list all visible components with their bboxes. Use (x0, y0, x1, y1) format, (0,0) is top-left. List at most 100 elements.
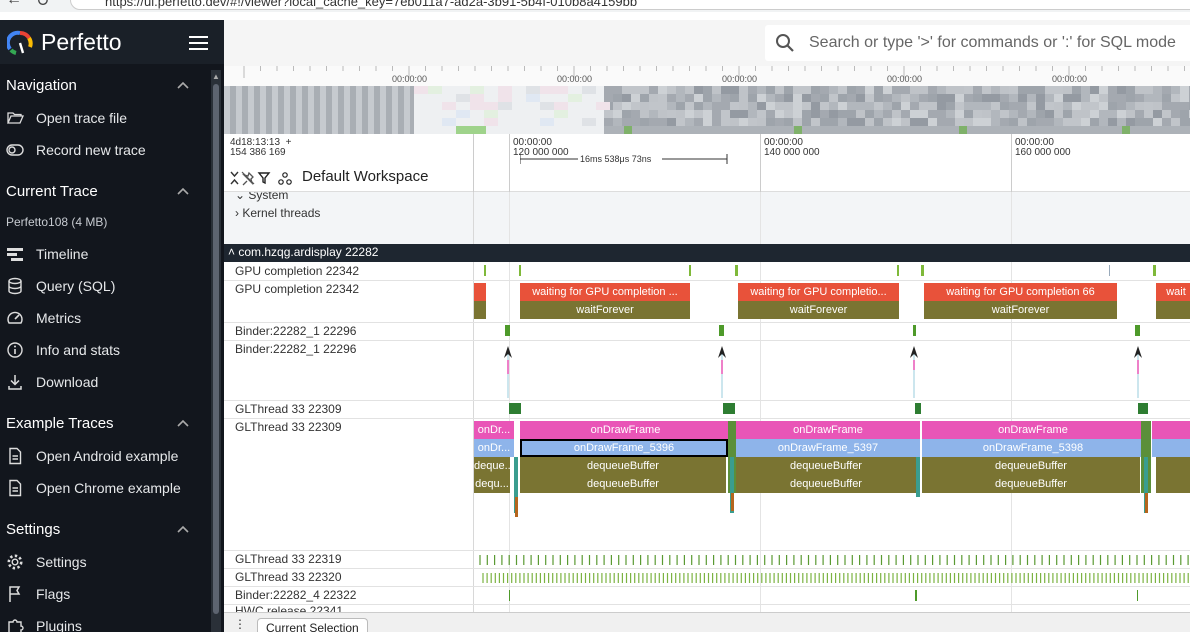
sidebar-scrollbar[interactable]: ▲ (211, 70, 221, 632)
thread-state-slice[interactable] (1153, 265, 1156, 276)
workspace-selector[interactable]: Default Workspace (302, 168, 429, 185)
track-label[interactable]: Binder:22282_1 22296 (235, 342, 357, 356)
process-group-header[interactable]: ˄ com.hzqg.ardisplay 22282 (224, 244, 1190, 262)
sidebar-item-open-android-example[interactable]: Open Android example (6, 446, 206, 466)
slice[interactable] (1152, 421, 1190, 439)
back-arrow-icon[interactable]: ← (6, 0, 22, 9)
slice-frame-selected[interactable]: onDrawFrame_5396 (520, 439, 728, 457)
slice-dequeue-buffer[interactable]: dequeueBuffer (922, 457, 1140, 475)
slice[interactable] (1156, 301, 1190, 319)
thread-state-slice[interactable] (1137, 590, 1138, 601)
dense-thread-tracks[interactable] (474, 550, 1190, 586)
thread-state-slice[interactable] (505, 325, 510, 336)
slice[interactable] (1156, 457, 1190, 475)
url-bar[interactable]: https://ui.perfetto.dev/#!/viewer?local_… (70, 0, 1190, 10)
hamburger-menu-icon[interactable] (189, 36, 208, 50)
track-label[interactable]: Binder:22282_4 22322 (235, 588, 357, 602)
slice[interactable] (916, 457, 920, 497)
slice[interactable] (1144, 457, 1148, 513)
track-label[interactable]: GLThread 33 22309 (235, 420, 342, 434)
slice[interactable] (474, 301, 486, 319)
slice[interactable] (1152, 439, 1190, 457)
track-label[interactable]: GPU completion 22342 (235, 282, 360, 296)
group-label-kernel-threads[interactable]: › Kernel threads (235, 206, 320, 220)
thread-state-slice[interactable] (915, 403, 921, 414)
thread-state-slice[interactable] (484, 265, 486, 276)
track-label[interactable]: GLThread 33 22320 (235, 570, 342, 584)
sidebar-item-open-trace-file[interactable]: Open trace file (6, 108, 206, 128)
slice[interactable] (515, 497, 518, 517)
slice-on-draw-frame[interactable]: onDrawFrame (520, 421, 731, 439)
group-label-system[interactable]: ⌄ System (235, 192, 288, 202)
thread-state-slice[interactable] (723, 403, 735, 414)
sidebar-item-open-chrome-example[interactable]: Open Chrome example (6, 478, 206, 498)
collapse-all-icon[interactable] (230, 171, 239, 185)
search-input[interactable] (809, 32, 1190, 54)
workspace-icon[interactable] (278, 172, 292, 185)
chevron-up-icon[interactable] (177, 525, 189, 533)
slice-wait-forever[interactable]: waitForever (738, 301, 899, 319)
track-label[interactable]: HWC release 22341 (235, 604, 344, 612)
drag-handle-icon[interactable]: ⋮ (234, 617, 246, 631)
thread-state-slice[interactable] (915, 590, 917, 601)
thread-state-slice[interactable] (719, 325, 724, 336)
sidebar-item-info-and-stats[interactable]: Info and stats (6, 340, 206, 360)
sidebar-item-query-sql[interactable]: Query (SQL) (6, 276, 206, 296)
thread-state-slice[interactable] (509, 403, 521, 414)
slice[interactable] (1156, 475, 1190, 493)
thread-state-slice[interactable] (519, 265, 521, 276)
slice-wait-forever[interactable]: waitForever (520, 301, 690, 319)
slice-dequeue-buffer[interactable]: dequeueBuffer (520, 475, 726, 493)
sidebar-item-download[interactable]: Download (6, 372, 206, 392)
reload-icon[interactable]: ↻ (36, 0, 50, 10)
omnibox[interactable] (765, 25, 1190, 61)
slice-dequeue-buffer[interactable]: dequeueBuffer (520, 457, 726, 475)
thread-state-slice[interactable] (735, 265, 738, 276)
overview-timeline[interactable]: 00:00:00 00:00:00 00:00:00 00:00:00 00:0… (224, 66, 1190, 134)
section-title-navigation[interactable]: Navigation (6, 77, 77, 94)
chevron-up-icon[interactable] (177, 187, 189, 195)
track-label[interactable]: GLThread 33 22309 (235, 402, 342, 416)
tab-current-selection[interactable]: Current Selection (257, 618, 368, 632)
sidebar-item-record-new-trace[interactable]: Record new trace (6, 140, 206, 160)
slice-dequeue-buffer[interactable]: deque... (474, 457, 510, 475)
slice[interactable] (730, 457, 734, 513)
slice-frame[interactable]: onDrawFrame_5397 (736, 439, 920, 457)
section-title-example-traces[interactable]: Example Traces (6, 415, 114, 432)
section-title-settings[interactable]: Settings (6, 521, 61, 538)
chevron-up-icon[interactable] (177, 81, 189, 89)
slice-frame[interactable]: onDr... (474, 439, 514, 457)
sidebar-item-plugins[interactable]: Plugins (6, 616, 206, 632)
sidebar-item-flags[interactable]: Flags (6, 584, 206, 604)
chevron-up-icon[interactable] (177, 419, 189, 427)
track-label[interactable]: GPU completion 22342 (235, 264, 360, 278)
slice-gpu-wait[interactable]: waiting for GPU completio... (738, 283, 899, 301)
filter-icon[interactable] (257, 172, 271, 185)
thread-state-slice[interactable] (1135, 325, 1140, 336)
slice[interactable] (474, 283, 486, 301)
thread-state-slice[interactable] (1109, 265, 1110, 276)
slice-gpu-wait[interactable]: wait (1156, 283, 1190, 301)
thread-state-slice[interactable] (897, 265, 899, 276)
sidebar-item-timeline[interactable]: Timeline (6, 244, 206, 264)
slice-dequeue-buffer[interactable]: dequ... (474, 475, 510, 493)
sidebar-scroll-thumb[interactable] (213, 84, 219, 614)
track-area[interactable]: ⌄ System › Kernel threads ˄ com.hzqg.ard… (224, 192, 1190, 612)
slice-dequeue-buffer[interactable]: dequeueBuffer (922, 475, 1140, 493)
slice-on-draw-frame[interactable]: onDr... (474, 421, 514, 439)
slice-on-draw-frame[interactable]: onDrawFrame (922, 421, 1144, 439)
thread-state-slice[interactable] (913, 325, 916, 336)
slice-on-draw-frame[interactable]: onDrawFrame (736, 421, 920, 439)
scroll-up-icon[interactable]: ▲ (212, 72, 220, 81)
slice-frame[interactable]: onDrawFrame_5398 (922, 439, 1144, 457)
unpin-icon[interactable] (241, 171, 255, 186)
sidebar-item-metrics[interactable]: Metrics (6, 308, 206, 328)
sidebar-item-settings[interactable]: Settings (6, 552, 206, 572)
slice-gpu-wait[interactable]: waiting for GPU completion 66 (924, 283, 1117, 301)
thread-state-slice[interactable] (509, 590, 510, 601)
slice-wait-forever[interactable]: waitForever (924, 301, 1117, 319)
slice-dequeue-buffer[interactable]: dequeueBuffer (736, 475, 916, 493)
slice-dequeue-buffer[interactable]: dequeueBuffer (736, 457, 916, 475)
slice[interactable] (1145, 493, 1148, 513)
thread-state-slice[interactable] (689, 265, 691, 276)
